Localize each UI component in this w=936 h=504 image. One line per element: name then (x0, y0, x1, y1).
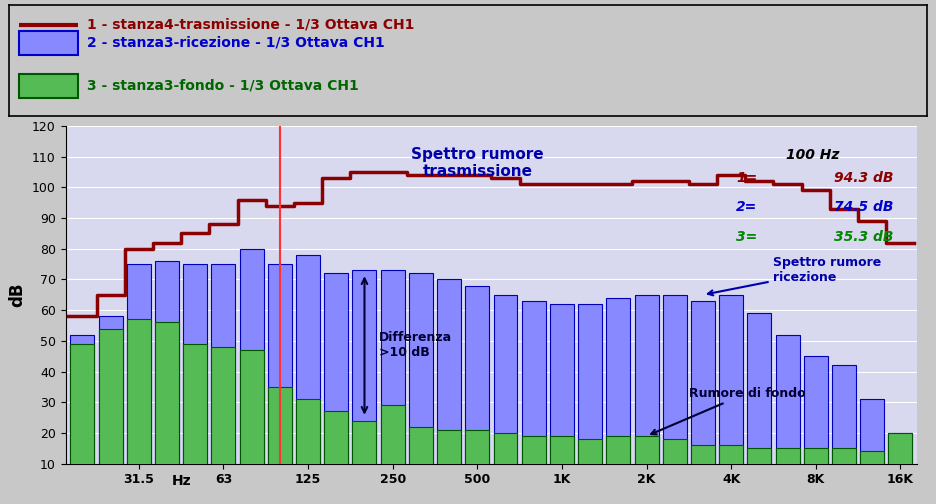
Bar (381, 405, 404, 494)
Bar (324, 273, 348, 494)
Bar (493, 295, 518, 494)
Bar (888, 433, 913, 494)
Bar (691, 301, 715, 494)
Bar (155, 323, 179, 494)
Bar (155, 261, 179, 494)
Bar (663, 439, 687, 494)
Bar (578, 304, 602, 494)
Text: Differenza
>10 dB: Differenza >10 dB (378, 332, 452, 359)
Text: Spettro rumore
ricezione: Spettro rumore ricezione (708, 256, 882, 295)
Bar (212, 347, 236, 494)
Bar (183, 344, 207, 494)
Bar (719, 445, 743, 494)
Bar (521, 301, 546, 494)
Bar (607, 298, 630, 494)
Bar (19, 31, 79, 55)
Bar (635, 436, 659, 494)
Bar (353, 421, 376, 494)
Bar (98, 329, 123, 494)
Bar (493, 433, 518, 494)
Bar (860, 452, 885, 494)
Bar (521, 436, 546, 494)
Bar (296, 255, 320, 494)
Bar (465, 430, 490, 494)
Text: Spettro rumore
trasmissione: Spettro rumore trasmissione (411, 147, 544, 179)
Bar (804, 356, 827, 494)
Bar (719, 295, 743, 494)
Bar (550, 436, 574, 494)
Bar (98, 317, 123, 494)
Text: 3 - stanza3-fondo - 1/3 Ottava CH1: 3 - stanza3-fondo - 1/3 Ottava CH1 (87, 79, 359, 93)
Bar (635, 295, 659, 494)
Bar (127, 320, 151, 494)
Bar (888, 433, 913, 494)
Text: Hz: Hz (171, 474, 191, 488)
Bar (127, 264, 151, 494)
Bar (19, 74, 79, 98)
Bar (437, 280, 461, 494)
Bar (550, 304, 574, 494)
Bar (860, 399, 885, 494)
Bar (296, 399, 320, 494)
Bar (663, 295, 687, 494)
Bar (268, 387, 292, 494)
Bar (353, 270, 376, 494)
Bar (578, 439, 602, 494)
Bar (409, 427, 432, 494)
Bar (465, 286, 490, 494)
Bar (409, 273, 432, 494)
Bar (212, 264, 236, 494)
Bar (776, 449, 799, 494)
Bar (381, 270, 404, 494)
Bar (240, 249, 264, 494)
Bar (747, 449, 771, 494)
Bar (437, 430, 461, 494)
Bar (183, 264, 207, 494)
Bar (607, 436, 630, 494)
Bar (240, 350, 264, 494)
Bar (324, 411, 348, 494)
Bar (70, 344, 95, 494)
Bar (70, 335, 95, 494)
Text: 1 - stanza4-trasmissione - 1/3 Ottava CH1: 1 - stanza4-trasmissione - 1/3 Ottava CH… (87, 18, 415, 32)
Bar (776, 335, 799, 494)
Bar (832, 365, 856, 494)
Bar (832, 449, 856, 494)
Text: 2 - stanza3-ricezione - 1/3 Ottava CH1: 2 - stanza3-ricezione - 1/3 Ottava CH1 (87, 36, 385, 50)
Bar (804, 449, 827, 494)
Bar (268, 264, 292, 494)
Bar (747, 313, 771, 494)
Y-axis label: dB: dB (8, 283, 26, 307)
Text: Rumore di fondo: Rumore di fondo (651, 387, 806, 434)
Bar (691, 445, 715, 494)
